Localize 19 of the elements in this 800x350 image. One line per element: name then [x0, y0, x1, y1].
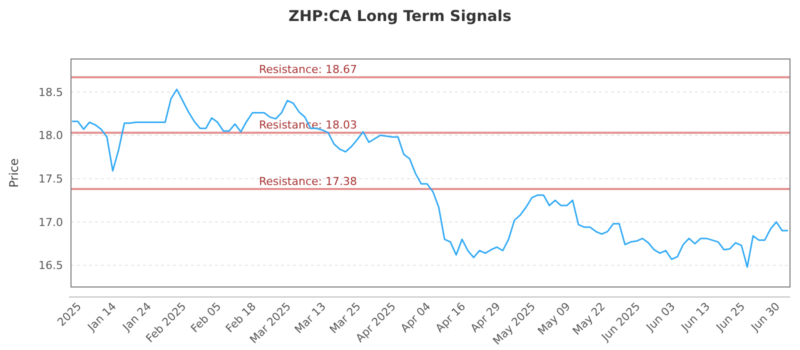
x-tick-label: Jun 30	[748, 300, 782, 334]
y-tick-label: 17.0	[38, 216, 63, 229]
line-series	[71, 88, 789, 268]
x-tick-label: Jun 03	[643, 300, 678, 334]
y-tick-label: 18.5	[38, 86, 63, 99]
y-tick-label: 17.5	[38, 172, 63, 186]
y-tick-label: 18.0	[38, 129, 63, 142]
y-tick-label: 16.5	[38, 259, 63, 272]
x-tick-label: Jun 25	[713, 300, 748, 334]
x-tick-label: Apr 04	[398, 300, 434, 335]
x-tick-label: Apr 16	[433, 300, 468, 335]
chart-title: ZHP:CA Long Term Signals	[288, 7, 512, 25]
y-axis-title: Price	[7, 158, 21, 188]
x-tick-label: Mar 13	[292, 300, 328, 336]
ref-line-label: Resistance: 17.38	[259, 175, 357, 188]
x-tick-label: Jun 13	[678, 300, 713, 334]
x-tick-label: Jan 14	[84, 300, 119, 334]
x-tick-label: Feb 05	[188, 300, 224, 336]
ref-line-label: Resistance: 18.67	[259, 63, 357, 76]
